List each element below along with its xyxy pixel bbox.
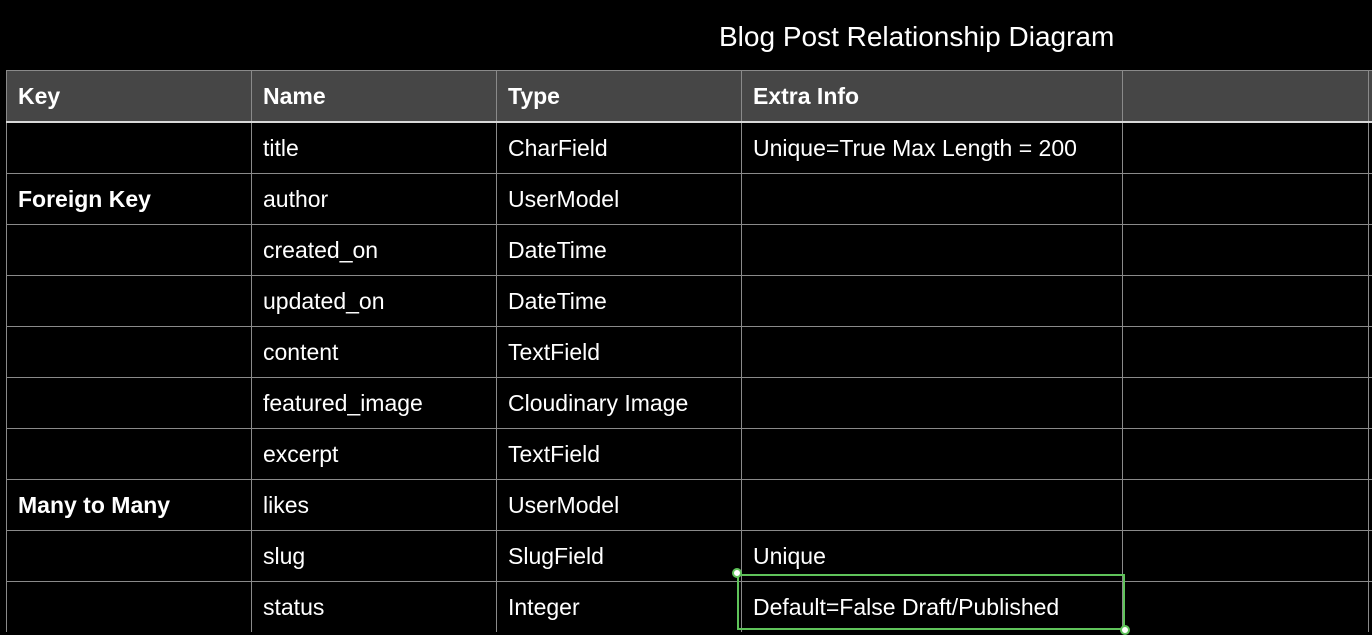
table-row: title CharField Unique=True Max Length =… xyxy=(7,122,1372,174)
empty-cell[interactable] xyxy=(1123,582,1369,633)
table-row: slug SlugField Unique xyxy=(7,531,1372,582)
key-cell[interactable] xyxy=(7,531,252,582)
empty-cell[interactable] xyxy=(1123,327,1369,378)
extra-info-cell[interactable] xyxy=(742,429,1123,480)
extra-info-cell[interactable] xyxy=(742,225,1123,276)
empty-cell[interactable] xyxy=(1123,276,1369,327)
table-container: Key Name Type Extra Info title CharField… xyxy=(6,70,1372,632)
key-cell[interactable] xyxy=(7,122,252,174)
header-cell-key[interactable]: Key xyxy=(7,71,252,123)
extra-info-cell[interactable] xyxy=(742,378,1123,429)
header-cell-type[interactable]: Type xyxy=(497,71,742,123)
table-row: Many to Many likes UserModel xyxy=(7,480,1372,531)
name-cell[interactable]: author xyxy=(252,174,497,225)
selection-resize-handle-bottom-right[interactable] xyxy=(1120,625,1130,635)
extra-info-cell[interactable]: Default=False Draft/Published xyxy=(742,582,1123,633)
extra-info-cell[interactable] xyxy=(742,480,1123,531)
empty-cell[interactable] xyxy=(1123,531,1369,582)
key-cell[interactable] xyxy=(7,429,252,480)
extra-info-cell[interactable] xyxy=(742,174,1123,225)
header-cell-name[interactable]: Name xyxy=(252,71,497,123)
name-cell[interactable]: featured_image xyxy=(252,378,497,429)
name-cell[interactable]: created_on xyxy=(252,225,497,276)
empty-cell[interactable] xyxy=(1369,378,1372,429)
name-cell[interactable]: title xyxy=(252,122,497,174)
table-header-row: Key Name Type Extra Info xyxy=(7,71,1372,123)
table-row: status Integer Default=False Draft/Publi… xyxy=(7,582,1372,633)
table-row: created_on DateTime xyxy=(7,225,1372,276)
type-cell[interactable]: TextField xyxy=(497,429,742,480)
page-title: Blog Post Relationship Diagram xyxy=(719,18,1114,56)
name-cell[interactable]: slug xyxy=(252,531,497,582)
type-cell[interactable]: UserModel xyxy=(497,174,742,225)
type-cell[interactable]: Cloudinary Image xyxy=(497,378,742,429)
relationship-table: Key Name Type Extra Info title CharField… xyxy=(6,70,1372,632)
header-cell-empty[interactable] xyxy=(1369,71,1372,123)
empty-cell[interactable] xyxy=(1369,429,1372,480)
key-cell[interactable] xyxy=(7,327,252,378)
type-cell[interactable]: DateTime xyxy=(497,276,742,327)
key-cell[interactable]: Many to Many xyxy=(7,480,252,531)
empty-cell[interactable] xyxy=(1369,276,1372,327)
table-row: updated_on DateTime xyxy=(7,276,1372,327)
extra-info-cell[interactable]: Unique xyxy=(742,531,1123,582)
empty-cell[interactable] xyxy=(1369,531,1372,582)
empty-cell[interactable] xyxy=(1123,429,1369,480)
table-row: excerpt TextField xyxy=(7,429,1372,480)
name-cell[interactable]: excerpt xyxy=(252,429,497,480)
table-row: content TextField xyxy=(7,327,1372,378)
name-cell[interactable]: likes xyxy=(252,480,497,531)
key-cell[interactable]: Foreign Key xyxy=(7,174,252,225)
name-cell[interactable]: status xyxy=(252,582,497,633)
empty-cell[interactable] xyxy=(1123,122,1369,174)
type-cell[interactable]: UserModel xyxy=(497,480,742,531)
empty-cell[interactable] xyxy=(1123,174,1369,225)
header-cell-empty[interactable] xyxy=(1123,71,1369,123)
empty-cell[interactable] xyxy=(1369,174,1372,225)
empty-cell[interactable] xyxy=(1369,480,1372,531)
empty-cell[interactable] xyxy=(1369,225,1372,276)
type-cell[interactable]: TextField xyxy=(497,327,742,378)
extra-info-cell[interactable] xyxy=(742,276,1123,327)
table-row: featured_image Cloudinary Image xyxy=(7,378,1372,429)
empty-cell[interactable] xyxy=(1123,225,1369,276)
table-row: Foreign Key author UserModel xyxy=(7,174,1372,225)
empty-cell[interactable] xyxy=(1123,480,1369,531)
empty-cell[interactable] xyxy=(1369,327,1372,378)
extra-info-cell[interactable] xyxy=(742,327,1123,378)
key-cell[interactable] xyxy=(7,225,252,276)
key-cell[interactable] xyxy=(7,582,252,633)
key-cell[interactable] xyxy=(7,276,252,327)
empty-cell[interactable] xyxy=(1369,582,1372,633)
type-cell[interactable]: Integer xyxy=(497,582,742,633)
selection-resize-handle-top-left[interactable] xyxy=(732,568,742,578)
type-cell[interactable]: SlugField xyxy=(497,531,742,582)
name-cell[interactable]: updated_on xyxy=(252,276,497,327)
empty-cell[interactable] xyxy=(1123,378,1369,429)
key-cell[interactable] xyxy=(7,378,252,429)
header-cell-extra-info[interactable]: Extra Info xyxy=(742,71,1123,123)
type-cell[interactable]: DateTime xyxy=(497,225,742,276)
name-cell[interactable]: content xyxy=(252,327,497,378)
extra-info-cell[interactable]: Unique=True Max Length = 200 xyxy=(742,122,1123,174)
type-cell[interactable]: CharField xyxy=(497,122,742,174)
empty-cell[interactable] xyxy=(1369,122,1372,174)
